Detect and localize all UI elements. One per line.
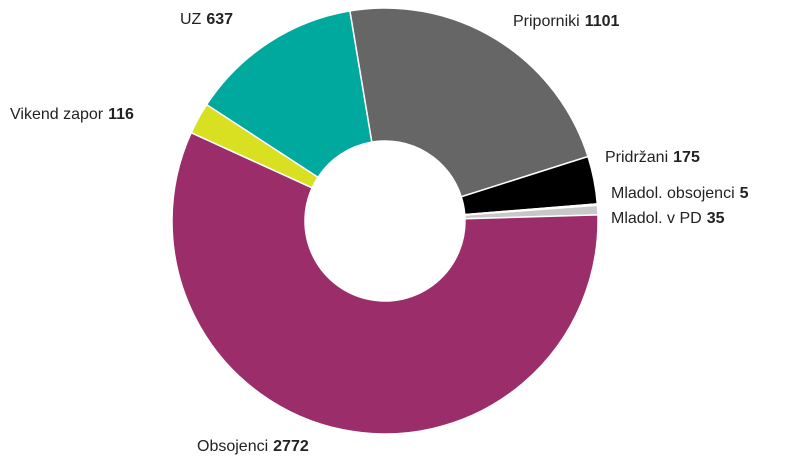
slice-value: 35 (707, 210, 725, 227)
slice-value: 1101 (585, 13, 620, 30)
donut-slice (205, 10, 373, 179)
slice-name: Obsojenci (197, 438, 268, 455)
slice-label: UZ 637 (180, 11, 233, 28)
slice-value: 175 (673, 149, 700, 166)
slice-name: Vikend zapor (10, 106, 104, 123)
slice-label: Mladol. obsojenci 5 (611, 185, 749, 202)
slice-name: Mladol. obsojenci (611, 185, 735, 202)
slice-value: 5 (740, 185, 749, 202)
slice-value: 116 (108, 106, 134, 123)
slice-label: Pridržani 175 (605, 149, 700, 166)
slice-name: UZ (180, 11, 202, 28)
donut-slice (171, 131, 599, 435)
slice-name: Pridržani (605, 149, 668, 166)
slice-label: Obsojenci 2772 (197, 438, 309, 455)
slice-name: Priporniki (513, 13, 580, 30)
donut-slice (348, 7, 589, 198)
slice-value: 637 (206, 11, 233, 28)
slice-label: Mladol. v PD 35 (611, 210, 725, 227)
slice-name: Mladol. v PD (611, 210, 702, 227)
slice-label: Vikend zapor 116 (10, 106, 134, 123)
slice-label: Priporniki 1101 (513, 13, 620, 30)
slice-value: 2772 (273, 438, 309, 455)
